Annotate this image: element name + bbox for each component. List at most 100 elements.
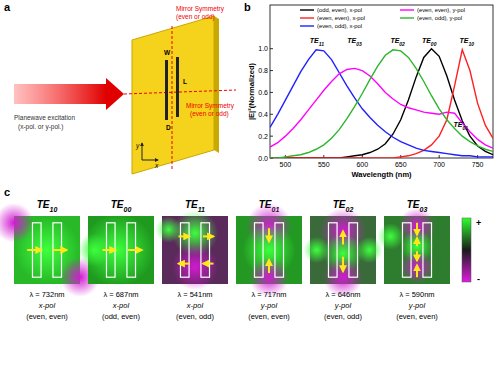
panel-label: b — [244, 1, 251, 13]
field-arrow — [416, 238, 418, 246]
field-map — [377, 208, 450, 284]
mode-wavelength: λ = 687nm — [103, 290, 138, 299]
field-map — [155, 210, 228, 290]
y-tick — [270, 92, 273, 93]
mode-annotation: TE02 — [390, 37, 405, 47]
x-tick-label: 600 — [356, 161, 368, 168]
field-arrow — [179, 263, 190, 265]
series-line — [270, 68, 493, 148]
mode-title: TE00 — [111, 199, 132, 213]
legend-swatch — [300, 9, 314, 10]
rod-outline — [402, 223, 411, 277]
rod — [176, 57, 179, 117]
x-tick — [439, 155, 440, 158]
mode-annotation: TE11 — [310, 37, 324, 47]
panel-label: a — [4, 1, 11, 13]
field-blob — [172, 244, 218, 290]
symmetry-line-h — [124, 90, 236, 94]
label-sub: 01 — [462, 125, 468, 131]
legend-label: (even, even), y-pol — [417, 7, 465, 13]
label-main: TE — [111, 199, 124, 210]
dim-label: W — [164, 49, 171, 56]
symmetry-line-v — [172, 26, 173, 170]
label-main: TE — [460, 37, 469, 44]
field-arrow — [342, 231, 344, 245]
series-line — [270, 50, 493, 157]
rod-outline — [254, 223, 263, 277]
field-arrow — [268, 260, 270, 274]
rod-outline — [180, 223, 189, 277]
rod-outline — [423, 223, 432, 277]
rod-outline — [201, 223, 210, 277]
legend-label: (odd, even), x-pol — [317, 7, 362, 13]
field-arrow — [128, 249, 143, 251]
axis-name: x — [154, 162, 159, 169]
x-tick-label: 500 — [280, 161, 292, 168]
mode-wavelength: λ = 541nm — [177, 290, 212, 299]
y-tick-label: 0.6 — [258, 89, 268, 96]
field-arrow — [268, 228, 270, 242]
mode-symmetry: (even, even) — [26, 312, 68, 321]
legend-swatch — [400, 9, 414, 10]
label-main: TE — [390, 37, 399, 44]
field-blob — [243, 224, 296, 277]
axis-name: y — [135, 142, 140, 150]
field-map — [303, 208, 382, 297]
series-line — [270, 49, 493, 158]
mode-annotation: TE01 — [453, 121, 468, 131]
label-main: TE — [422, 37, 431, 44]
field-arrow — [203, 263, 214, 265]
label-sub: 11 — [319, 41, 324, 47]
lines — [270, 49, 493, 158]
colorbar — [462, 218, 471, 282]
panel-label: c — [4, 186, 10, 198]
y-tick-label: 0.0 — [258, 155, 268, 162]
legend-label: (even, odd), x-pol — [317, 23, 362, 29]
symmetry-text: (even or odd) — [176, 13, 215, 21]
colorbar-label: - — [477, 274, 480, 284]
symmetry-text: Mirror Symmetry — [186, 102, 235, 110]
rod-outline — [328, 223, 337, 277]
field-arrow — [103, 249, 116, 251]
plate — [132, 16, 214, 174]
y-axis-label: |E|²(Normalized) — [247, 62, 256, 120]
y-tick-label: 0.2 — [258, 133, 268, 140]
mode-annotation: TE00 — [422, 37, 437, 47]
mode-pol: x-pol — [186, 301, 204, 310]
field-blob — [401, 251, 434, 284]
axis-arrow — [142, 143, 143, 160]
figure: a Planewave excitation (x-pol. or y-pol.) M… — [0, 0, 498, 368]
legend-label: (even, odd), y-pol — [417, 15, 462, 21]
beam-text: (x-pol. or y-pol.) — [18, 123, 64, 131]
label-main: TE — [185, 199, 198, 210]
mode-symmetry: (even, odd) — [176, 312, 214, 321]
mode-pol: y-pol — [408, 301, 426, 310]
field-arrow — [416, 251, 418, 261]
beam — [14, 84, 106, 104]
y-tick-label: 0.8 — [258, 67, 268, 74]
mode-title: TE10 — [37, 199, 58, 213]
y-tick-label: 0.4 — [258, 111, 268, 118]
field-arrow — [52, 249, 67, 251]
label-main: TE — [37, 199, 50, 210]
field-blob — [155, 216, 181, 242]
plate-edge — [214, 16, 219, 153]
field-map — [78, 214, 154, 287]
x-tick-label: 650 — [395, 161, 407, 168]
field-arrow — [416, 223, 418, 235]
field-arrow — [342, 257, 344, 272]
y-tick — [270, 136, 273, 137]
mode-wavelength: λ = 717nm — [251, 290, 286, 299]
label-main: TE — [453, 121, 462, 128]
beam-text: Planewave excitation — [14, 114, 75, 121]
mode-pol: x-pol — [38, 301, 56, 310]
x-axis-label: Wavelength (nm) — [351, 170, 412, 179]
legend-label: (even, even), x-pol — [317, 15, 365, 21]
mode-pol: y-pol — [334, 301, 352, 310]
x-tick-label: 550 — [318, 161, 330, 168]
rod-outline — [275, 223, 284, 277]
mode-pol: y-pol — [260, 301, 278, 310]
field-blob — [0, 203, 34, 243]
symmetry-text: Mirror Symmetry — [176, 5, 225, 13]
field-arrow — [203, 235, 214, 237]
